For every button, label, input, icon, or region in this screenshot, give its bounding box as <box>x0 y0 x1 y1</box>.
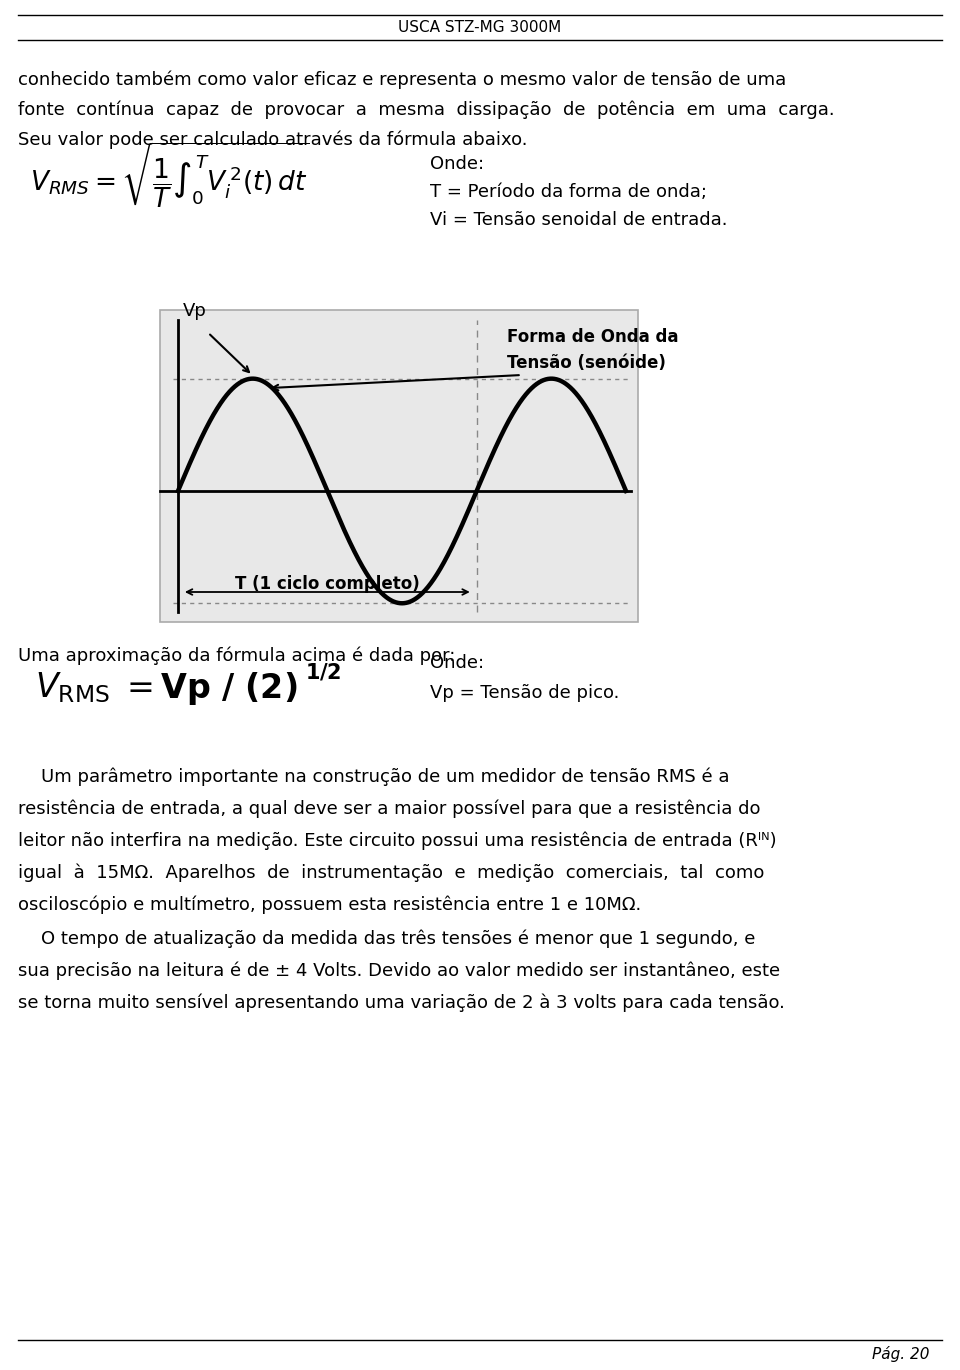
Text: leitor não interfira na medição. Este circuito possui uma resistência de entrada: leitor não interfira na medição. Este ci… <box>18 832 777 849</box>
Text: igual  à  15MΩ.  Aparelhos  de  instrumentação  e  medição  comerciais,  tal  co: igual à 15MΩ. Aparelhos de instrumentaçã… <box>18 863 764 881</box>
Text: se torna muito sensível apresentando uma variação de 2 à 3 volts para cada tensã: se torna muito sensível apresentando uma… <box>18 995 785 1012</box>
Text: Forma de Onda da: Forma de Onda da <box>507 327 678 347</box>
Text: Pág. 20: Pág. 20 <box>873 1345 930 1362</box>
Text: Vi = Tensão senoidal de entrada.: Vi = Tensão senoidal de entrada. <box>430 211 728 229</box>
Text: T (1 ciclo completo): T (1 ciclo completo) <box>235 575 420 593</box>
Text: $V_{\rm RMS}$: $V_{\rm RMS}$ <box>35 671 109 706</box>
Text: fonte  contínua  capaz  de  provocar  a  mesma  dissipação  de  potência  em  um: fonte contínua capaz de provocar a mesma… <box>18 100 834 118</box>
Text: osciloscópio e multímetro, possuem esta resistência entre 1 e 10MΩ.: osciloscópio e multímetro, possuem esta … <box>18 895 641 914</box>
Text: $V_{RMS} = \sqrt{\dfrac{1}{T}\int_0^T V_i^{\,2}(t)\,dt}$: $V_{RMS} = \sqrt{\dfrac{1}{T}\int_0^T V_… <box>30 140 310 210</box>
Text: Onde:: Onde: <box>430 155 484 173</box>
Text: $= \mathbf{Vp\ /\ (2)}$: $= \mathbf{Vp\ /\ (2)}$ <box>120 670 298 707</box>
Text: sua precisão na leitura é de ± 4 Volts. Devido ao valor medido ser instantâneo, : sua precisão na leitura é de ± 4 Volts. … <box>18 962 780 981</box>
Text: Um parâmetro importante na construção de um medidor de tensão RMS é a: Um parâmetro importante na construção de… <box>18 767 730 785</box>
Text: Uma aproximação da fórmula acima é dada por:: Uma aproximação da fórmula acima é dada … <box>18 647 455 664</box>
Text: Vp: Vp <box>183 301 206 319</box>
Text: Onde:: Onde: <box>430 653 484 673</box>
Bar <box>160 310 638 622</box>
Text: USCA STZ-MG 3000M: USCA STZ-MG 3000M <box>398 19 562 34</box>
Text: Tensão (senóide): Tensão (senóide) <box>507 353 665 373</box>
Text: $\mathbf{1/2}$: $\mathbf{1/2}$ <box>305 662 341 682</box>
Text: conhecido também como valor eficaz e representa o mesmo valor de tensão de uma: conhecido também como valor eficaz e rep… <box>18 70 786 89</box>
Text: resistência de entrada, a qual deve ser a maior possível para que a resistência : resistência de entrada, a qual deve ser … <box>18 799 760 818</box>
Text: T = Período da forma de onda;: T = Período da forma de onda; <box>430 184 707 201</box>
Text: Seu valor pode ser calculado através da fórmula abaixo.: Seu valor pode ser calculado através da … <box>18 130 527 148</box>
Text: O tempo de atualização da medida das três tensões é menor que 1 segundo, e: O tempo de atualização da medida das trê… <box>18 930 756 948</box>
Text: Vp = Tensão de pico.: Vp = Tensão de pico. <box>430 684 619 701</box>
